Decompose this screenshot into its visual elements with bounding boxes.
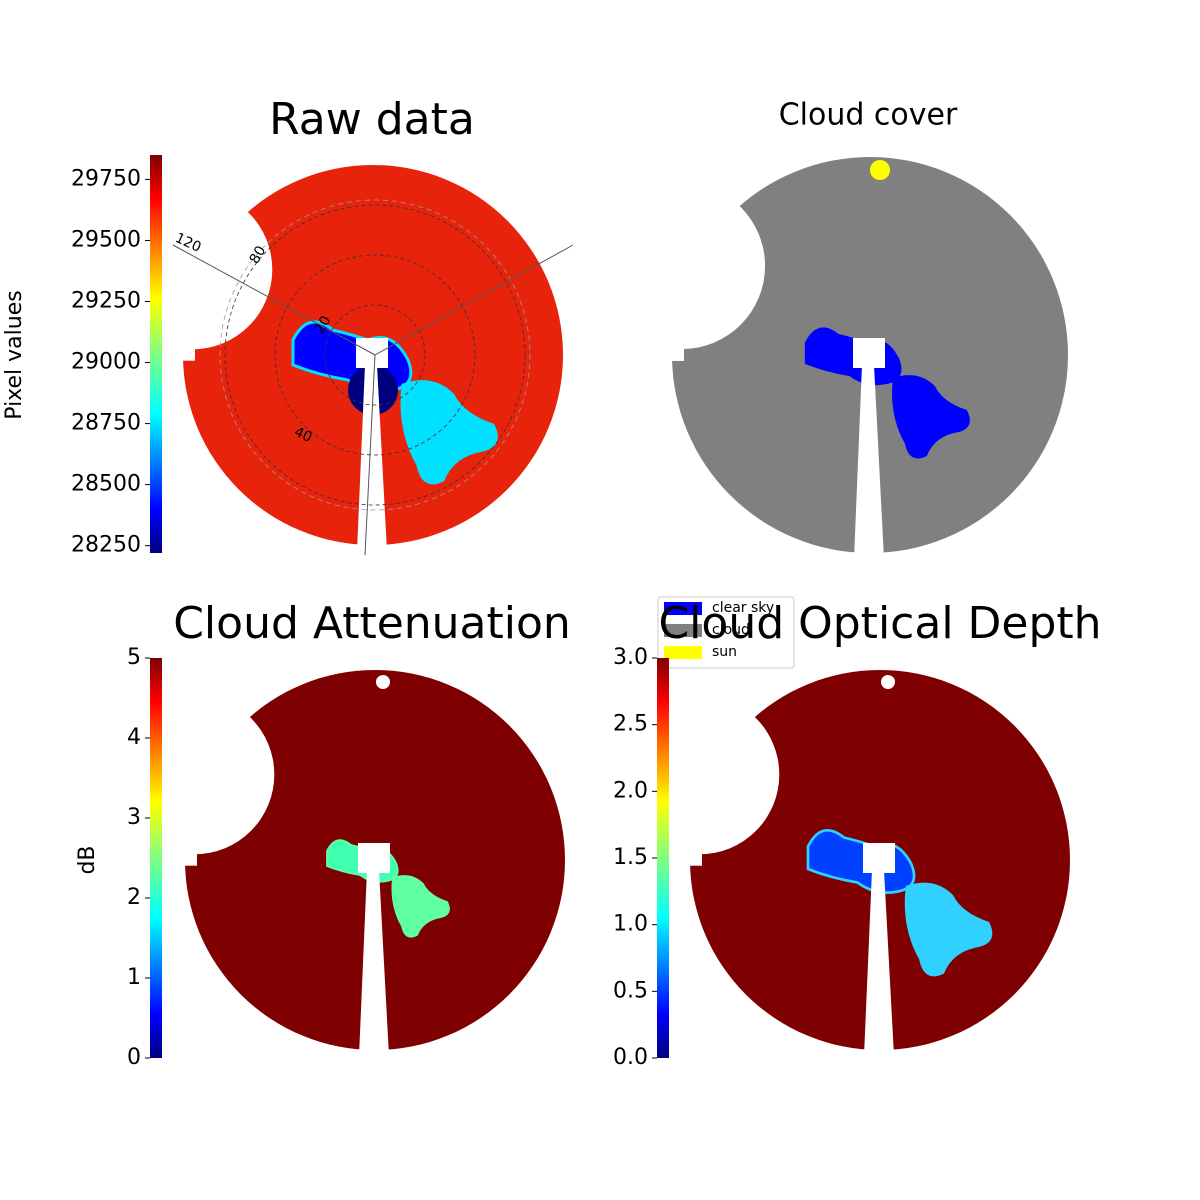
colorbar-tick-label: 1: [127, 965, 141, 990]
sun-mask: [881, 675, 895, 689]
colorbar-tick-label: 2.5: [613, 712, 648, 737]
colorbar-tick-label: 28750: [71, 411, 141, 436]
colorbar-tick-label: 29750: [71, 166, 141, 191]
sun-mask: [376, 675, 390, 689]
colorbar-tick-label: 0.0: [613, 1045, 648, 1070]
colorbar-label: Pixel values: [2, 290, 27, 419]
polar-grid-label: 80: [247, 243, 270, 266]
legend-label: sun: [712, 644, 737, 660]
legend-swatch: [664, 624, 702, 637]
obstruction: [662, 246, 684, 361]
legend-label: clear sky: [712, 600, 774, 616]
colorbar-tick-label: 0: [127, 1045, 141, 1070]
colorbar-tick-label: 5: [127, 645, 141, 670]
sun-disk: [870, 160, 890, 180]
colorbar-tick-label: 2.0: [613, 778, 648, 803]
mast-top: [863, 843, 895, 873]
polar-grid: [224, 204, 526, 506]
colorbar-tick-label: 0.5: [613, 978, 648, 1003]
colorbar-label: dB: [75, 845, 100, 874]
legend-swatch: [664, 602, 702, 615]
colorbar: [150, 155, 162, 553]
colorbar-tick-label: 29500: [71, 227, 141, 252]
colorbar-tick-label: 28250: [71, 533, 141, 558]
polar-spoke: [364, 354, 376, 556]
polar-grid-label: 40: [292, 424, 315, 446]
polar-grid: [274, 254, 476, 456]
mast: [854, 365, 884, 559]
panel-title: Cloud Attenuation: [173, 598, 571, 649]
mast: [864, 870, 894, 1056]
colorbar-tick-label: 1.5: [613, 845, 648, 870]
panel-title: Cloud Optical Depth: [658, 598, 1101, 649]
colorbar-tick-label: 1.0: [613, 912, 648, 937]
cloud-region: [904, 882, 993, 977]
mast-top: [358, 843, 390, 873]
colorbar-tick-label: 29000: [71, 350, 141, 375]
obstruction: [173, 250, 195, 361]
colorbar-tick-label: 3: [127, 805, 141, 830]
obstruction: [680, 755, 702, 866]
obstruction: [175, 755, 197, 866]
colorbar-tick-label: 29250: [71, 289, 141, 314]
legend-label: cloud: [712, 622, 750, 638]
colorbar-tick-label: 3.0: [613, 645, 648, 670]
colorbar-tick-label: 4: [127, 725, 141, 750]
cloud-region: [892, 375, 970, 459]
panel-title: Cloud cover: [779, 98, 958, 133]
colorbar-tick-label: 28500: [71, 472, 141, 497]
colorbar-tick-label: 2: [127, 885, 141, 910]
colorbar: [657, 658, 669, 1058]
legend-swatch: [664, 646, 702, 659]
polar-grid: [324, 304, 426, 406]
polar-spoke: [374, 244, 574, 356]
colorbar: [150, 658, 162, 1058]
cloud-region: [391, 875, 450, 938]
mast-top: [853, 338, 885, 368]
polar-spoke: [172, 244, 376, 356]
polar-grid-label: 20: [312, 313, 335, 336]
cloud-region: [400, 380, 498, 485]
panel-title: Raw data: [269, 94, 475, 145]
mast: [359, 870, 389, 1056]
polar-grid: [219, 199, 531, 511]
